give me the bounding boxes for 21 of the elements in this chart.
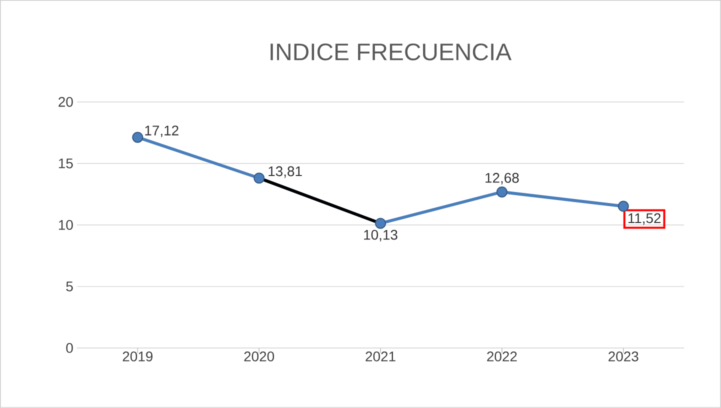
point [132,132,144,143]
data-label: 11,52 [628,213,661,225]
x-tick-label: 2022 [487,352,517,362]
y-tick-label: 0 [66,343,73,353]
x-tick-label: 2020 [244,352,274,362]
y-tick-label: 10 [58,220,73,230]
data-label: 17,12 [145,126,178,138]
x-tick-label: 2019 [122,352,152,362]
y-tick-label: 5 [66,282,73,292]
data-label: 10,13 [364,230,398,242]
x-tick-label: 2023 [608,352,638,362]
point [375,218,386,229]
point [618,200,629,212]
data-label: 13,81 [268,166,302,178]
y-tick-label: 20 [58,97,73,107]
data-label: 12,68 [486,172,519,185]
point [254,172,265,184]
x-tick-label: 2021 [366,352,396,362]
point [496,186,508,198]
chart-title: INDICE FRECUENCIA [270,44,512,60]
y-tick-label: 15 [58,158,73,168]
